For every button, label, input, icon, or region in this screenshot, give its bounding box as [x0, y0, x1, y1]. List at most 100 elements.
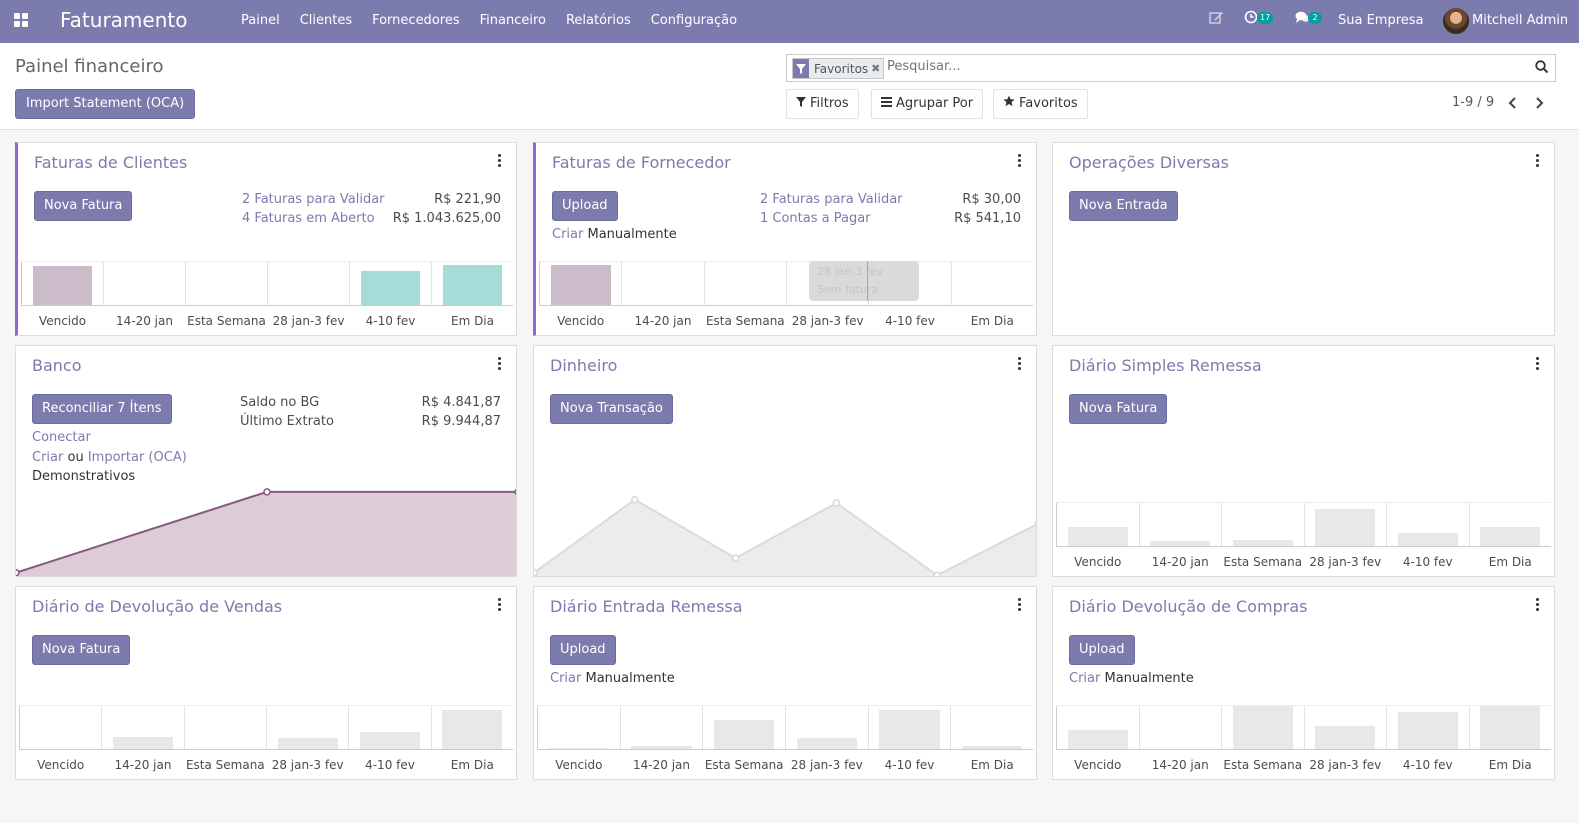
- bar-column[interactable]: 14-20 jan: [1138, 706, 1222, 772]
- bar[interactable]: [442, 265, 503, 306]
- kebab-icon[interactable]: [498, 357, 502, 372]
- bar-column[interactable]: 14-20 jan: [619, 706, 703, 772]
- bar[interactable]: [631, 745, 692, 750]
- bar[interactable]: [277, 737, 338, 750]
- kebab-icon[interactable]: [498, 154, 502, 169]
- bar[interactable]: [1480, 527, 1541, 547]
- bar[interactable]: [879, 710, 940, 750]
- card-title[interactable]: Diário de Devolução de Vendas: [32, 597, 283, 616]
- bar[interactable]: [1315, 509, 1376, 547]
- stat-link[interactable]: 1 Contas a Pagar: [760, 211, 871, 226]
- bar-column[interactable]: 4-10 fev: [1386, 706, 1469, 772]
- bar-column[interactable]: 28 jan-3 fev: [785, 706, 868, 772]
- chevron-right-icon[interactable]: [1535, 97, 1545, 113]
- bar-graph[interactable]: Vencido 14-20 jan Esta Semana 28 jan-3 fev 4…: [19, 705, 513, 772]
- bar-column[interactable]: Em Dia: [431, 262, 513, 328]
- bar-column[interactable]: Vencido: [537, 706, 620, 772]
- stat-link[interactable]: 4 Faturas em Aberto: [242, 211, 375, 226]
- card-title[interactable]: Dinheiro: [550, 356, 618, 375]
- create-link[interactable]: Criar: [32, 450, 64, 465]
- bar[interactable]: [1232, 706, 1293, 750]
- bar-graph[interactable]: Vencido 14-20 jan Esta Semana 28 jan-3 fev 4…: [539, 261, 1033, 328]
- line-point[interactable]: [832, 499, 841, 507]
- user-menu[interactable]: Mitchell Admin: [1472, 13, 1569, 28]
- bar-column[interactable]: Em Dia: [1468, 503, 1552, 569]
- bar-column[interactable]: Vencido: [539, 262, 621, 328]
- app-title[interactable]: Faturamento: [60, 8, 188, 32]
- line-point[interactable]: [263, 488, 271, 496]
- bar[interactable]: [713, 720, 775, 750]
- bar-column[interactable]: Em Dia: [1468, 706, 1552, 772]
- bar-column[interactable]: Esta Semana: [703, 262, 786, 328]
- nova-transacao-button[interactable]: Nova Transação: [550, 394, 673, 424]
- chat-icon[interactable]: [1295, 0, 1310, 43]
- line-point[interactable]: [631, 495, 639, 504]
- kebab-icon[interactable]: [1018, 598, 1022, 613]
- edit-icon[interactable]: [1209, 0, 1224, 43]
- create-link[interactable]: Criar: [1069, 671, 1101, 686]
- bar[interactable]: [1067, 527, 1128, 547]
- reconcile-button[interactable]: Reconciliar 7 Ítens: [32, 394, 172, 424]
- card-title[interactable]: Diário Entrada Remessa: [550, 597, 743, 616]
- kebab-icon[interactable]: [1536, 154, 1540, 169]
- line-point[interactable]: [16, 568, 20, 576]
- bar-column[interactable]: Vencido: [21, 262, 103, 328]
- bar-graph[interactable]: Vencido 14-20 jan Esta Semana 28 jan-3 fev 4…: [537, 705, 1033, 772]
- bar-column[interactable]: 28 jan-3 fev: [1303, 503, 1387, 569]
- bar-column[interactable]: Vencido: [19, 706, 101, 772]
- upload-button[interactable]: Upload: [550, 635, 616, 665]
- kebab-icon[interactable]: [498, 598, 502, 613]
- avatar[interactable]: [1443, 8, 1469, 34]
- kebab-icon[interactable]: [1018, 357, 1022, 372]
- bar[interactable]: [112, 736, 174, 750]
- card-title[interactable]: Diário Simples Remessa: [1069, 356, 1262, 375]
- bar-column[interactable]: Esta Semana: [702, 706, 785, 772]
- upload-button[interactable]: Upload: [552, 191, 618, 221]
- bar[interactable]: [1232, 539, 1293, 547]
- create-link[interactable]: Criar: [550, 671, 582, 686]
- kebab-icon[interactable]: [1018, 154, 1022, 169]
- menu-financeiro[interactable]: Financeiro: [479, 13, 546, 28]
- bar-graph[interactable]: Vencido 14-20 jan Esta Semana 28 jan-3 fev 4…: [1056, 705, 1552, 772]
- bar-column[interactable]: Esta Semana: [185, 262, 267, 328]
- stat-link[interactable]: 2 Faturas para Validar: [242, 192, 385, 207]
- bar[interactable]: [1150, 541, 1211, 547]
- nova-fatura-button[interactable]: Nova Fatura: [34, 191, 133, 221]
- bar-column[interactable]: Vencido: [1056, 706, 1139, 772]
- line-point[interactable]: [514, 488, 517, 496]
- bank-line-graph[interactable]: [16, 486, 517, 577]
- bar-column[interactable]: 28 jan-3 fev: [267, 262, 349, 328]
- line-point[interactable]: [731, 554, 740, 562]
- company-switcher[interactable]: Sua Empresa: [1338, 13, 1424, 28]
- favorites-button[interactable]: Favoritos: [993, 89, 1088, 119]
- bar-column[interactable]: 4-10 fev: [349, 262, 431, 328]
- bar-column[interactable]: 4-10 fev: [1386, 503, 1469, 569]
- bar[interactable]: [442, 710, 503, 750]
- bar-column[interactable]: 4-10 fev: [867, 706, 951, 772]
- group-by-button[interactable]: Agrupar Por: [871, 89, 984, 119]
- bar-column[interactable]: 28 jan-3 fev: [785, 262, 868, 328]
- card-title[interactable]: Faturas de Fornecedor: [552, 153, 731, 172]
- bar[interactable]: [1397, 712, 1458, 750]
- search-icon[interactable]: [1535, 60, 1549, 78]
- create-link[interactable]: Criar: [552, 227, 584, 242]
- bar-column[interactable]: 14-20 jan: [103, 262, 185, 328]
- connect-link[interactable]: Conectar: [32, 430, 91, 445]
- kebab-icon[interactable]: [1536, 357, 1540, 372]
- bar-column[interactable]: 14-20 jan: [1138, 503, 1222, 569]
- menu-fornecedores[interactable]: Fornecedores: [372, 13, 460, 28]
- card-title[interactable]: Operações Diversas: [1069, 153, 1229, 172]
- bar[interactable]: [359, 732, 421, 750]
- remove-facet-icon[interactable]: ✖: [871, 62, 881, 75]
- bar-graph[interactable]: Vencido 14-20 jan Esta Semana 28 jan-3 fev 4…: [1056, 502, 1552, 569]
- line-point[interactable]: [1034, 520, 1037, 527]
- nova-fatura-button[interactable]: Nova Fatura: [32, 635, 131, 665]
- bar[interactable]: [1397, 532, 1458, 547]
- bar[interactable]: [796, 737, 858, 750]
- menu-configuracao[interactable]: Configuração: [650, 13, 738, 28]
- card-title[interactable]: Faturas de Clientes: [34, 153, 188, 172]
- bar-column[interactable]: 4-10 fev: [348, 706, 430, 772]
- kebab-icon[interactable]: [1536, 598, 1540, 613]
- pager-value[interactable]: 1-9 / 9: [1452, 95, 1495, 110]
- bar[interactable]: [961, 745, 1023, 750]
